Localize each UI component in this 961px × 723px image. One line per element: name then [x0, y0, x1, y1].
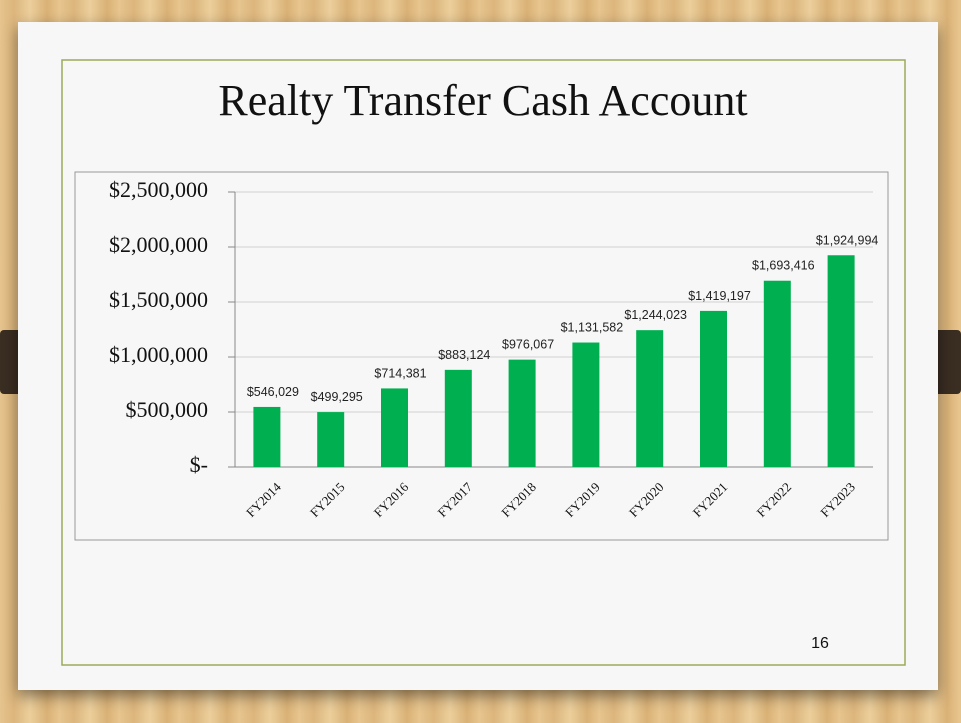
y-tick-label: $1,000,000: [109, 342, 208, 367]
bar: [828, 255, 855, 467]
y-tick-label: $2,000,000: [109, 232, 208, 257]
data-label: $1,131,582: [561, 321, 624, 335]
chart: Realty Transfer Cash Account 16 $- $500,0…: [0, 0, 961, 723]
bar: [445, 370, 472, 467]
page-number: 16: [811, 635, 829, 652]
page: Realty Transfer Cash Account 16 $- $500,0…: [0, 0, 961, 723]
data-label: $714,381: [374, 366, 426, 380]
data-label: $883,124: [438, 348, 490, 362]
data-label: $546,029: [247, 385, 299, 399]
y-tick-label: $2,500,000: [109, 177, 208, 202]
bar: [509, 360, 536, 467]
data-label: $1,693,416: [752, 259, 815, 273]
chart-title: Realty Transfer Cash Account: [218, 76, 747, 125]
bar: [700, 311, 727, 467]
bar: [253, 407, 280, 467]
data-label: $1,924,994: [816, 233, 879, 247]
data-label: $976,067: [502, 338, 554, 352]
bar: [764, 281, 791, 467]
y-tick-label: $500,000: [126, 397, 209, 422]
data-label: $499,295: [311, 390, 363, 404]
bar: [381, 388, 408, 467]
y-tick-label: $1,500,000: [109, 287, 208, 312]
bar: [636, 330, 663, 467]
data-label: $1,419,197: [688, 289, 751, 303]
data-label: $1,244,023: [624, 308, 687, 322]
bar: [317, 412, 344, 467]
bar: [572, 343, 599, 467]
y-tick-label: $-: [190, 452, 208, 477]
